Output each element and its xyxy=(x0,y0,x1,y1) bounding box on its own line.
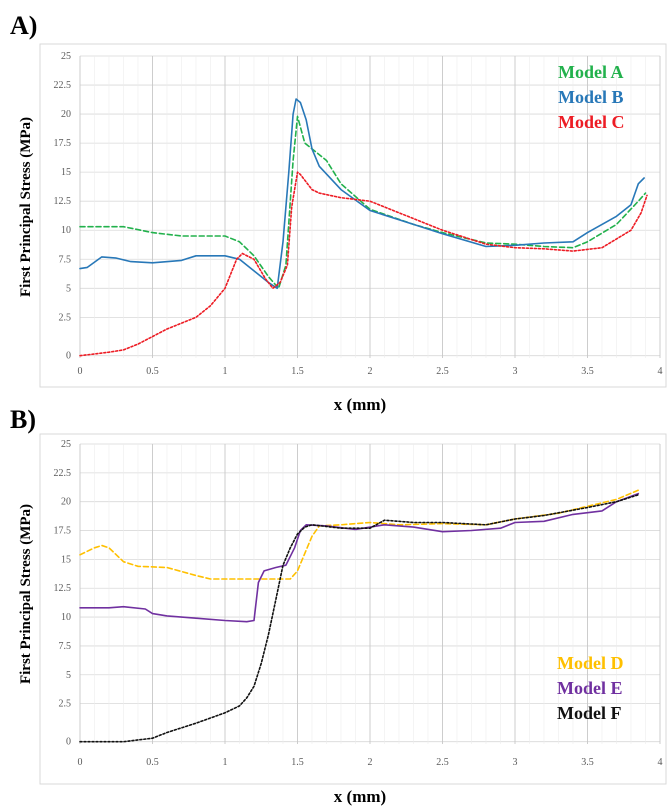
y-axis-label: First Principal Stress (MPa) xyxy=(18,117,34,297)
y-tick-label: 15 xyxy=(61,554,71,565)
y-tick-label: 0 xyxy=(66,737,71,748)
legend-entry-model-a: Model A xyxy=(558,62,624,82)
gridlines xyxy=(79,443,661,744)
x-tick-label: 3.5 xyxy=(581,366,594,377)
y-tick-label: 20 xyxy=(61,109,71,120)
x-tick-label: 3.5 xyxy=(581,757,594,768)
y-tick-label: 20 xyxy=(61,497,71,508)
y-tick-label: 2.5 xyxy=(59,312,72,323)
legend-entry-model-c: Model C xyxy=(558,112,625,132)
x-axis-label: x (mm) xyxy=(334,395,386,414)
y-tick-label: 10 xyxy=(61,612,71,623)
x-tick-label: 0 xyxy=(78,757,83,768)
y-tick-label: 7.5 xyxy=(59,254,72,265)
plot-frame xyxy=(39,433,667,785)
y-tick-label: 17.5 xyxy=(54,138,72,149)
y-tick-label: 10 xyxy=(61,225,71,236)
y-tick-label: 5 xyxy=(66,670,71,681)
series-line-model-c xyxy=(79,171,648,357)
x-tick-label: 3 xyxy=(513,366,518,377)
y-tick-label: 2.5 xyxy=(59,699,72,710)
x-axis-label: x (mm) xyxy=(334,787,386,806)
x-tick-label: 4 xyxy=(658,366,663,377)
x-tick-label: 4 xyxy=(658,757,663,768)
y-tick-label: 0 xyxy=(66,351,71,362)
y-axis-label: First Principal Stress (MPa) xyxy=(18,504,34,684)
plot-frame xyxy=(39,43,667,388)
y-tick-label: 12.5 xyxy=(54,583,72,594)
legend-entry-model-f: Model F xyxy=(557,703,622,723)
x-tick-label: 1.5 xyxy=(291,366,304,377)
x-tick-label: 2 xyxy=(368,366,373,377)
y-tick-label: 22.5 xyxy=(54,80,72,91)
legend: Model D Model E Model F xyxy=(557,653,624,723)
x-tick-label: 2 xyxy=(368,757,373,768)
panel-label: B) xyxy=(10,405,36,434)
y-tick-label: 25 xyxy=(61,51,71,62)
legend-entry-model-b: Model B xyxy=(558,87,624,107)
panel-label: A) xyxy=(10,11,37,40)
series-line-model-d xyxy=(79,489,640,580)
y-tick-label: 7.5 xyxy=(59,641,72,652)
x-tick-label: 1.5 xyxy=(291,757,304,768)
y-tick-label: 12.5 xyxy=(54,196,72,207)
series-line-model-a xyxy=(79,115,647,290)
x-tick-label: 3 xyxy=(513,757,518,768)
y-tick-label: 5 xyxy=(66,283,71,294)
y-tick-label: 22.5 xyxy=(54,468,72,479)
x-tick-label: 0.5 xyxy=(146,366,159,377)
y-tick-label: 17.5 xyxy=(54,526,72,537)
legend-entry-model-e: Model E xyxy=(557,678,623,698)
legend: Model A Model B Model C xyxy=(558,62,625,132)
x-tick-label: 2.5 xyxy=(436,757,449,768)
gridlines xyxy=(79,55,661,358)
y-tick-label: 25 xyxy=(61,439,71,450)
x-tick-label: 0.5 xyxy=(146,757,159,768)
legend-entry-model-d: Model D xyxy=(557,653,624,673)
x-tick-label: 1 xyxy=(223,757,228,768)
series-line-model-b xyxy=(79,98,645,290)
x-tick-label: 1 xyxy=(223,366,228,377)
y-tick-label: 15 xyxy=(61,167,71,178)
x-tick-label: 0 xyxy=(78,366,83,377)
series-line-model-f xyxy=(79,494,640,743)
series-line-model-e xyxy=(79,492,640,623)
x-tick-label: 2.5 xyxy=(436,366,449,377)
